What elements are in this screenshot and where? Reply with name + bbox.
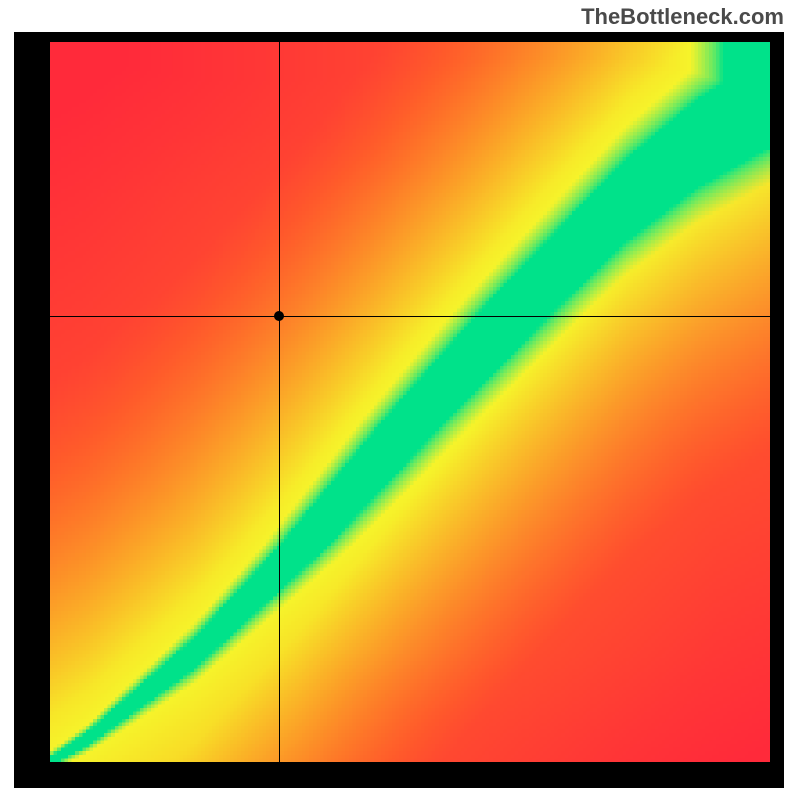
- crosshair-vertical: [279, 42, 280, 762]
- crosshair-horizontal: [50, 316, 770, 317]
- data-point-marker: [274, 311, 284, 321]
- chart-container: TheBottleneck.com: [0, 0, 800, 800]
- plot-frame: [14, 32, 784, 788]
- heatmap-canvas: [50, 42, 770, 762]
- watermark-text: TheBottleneck.com: [581, 4, 784, 30]
- plot-area: [50, 42, 770, 762]
